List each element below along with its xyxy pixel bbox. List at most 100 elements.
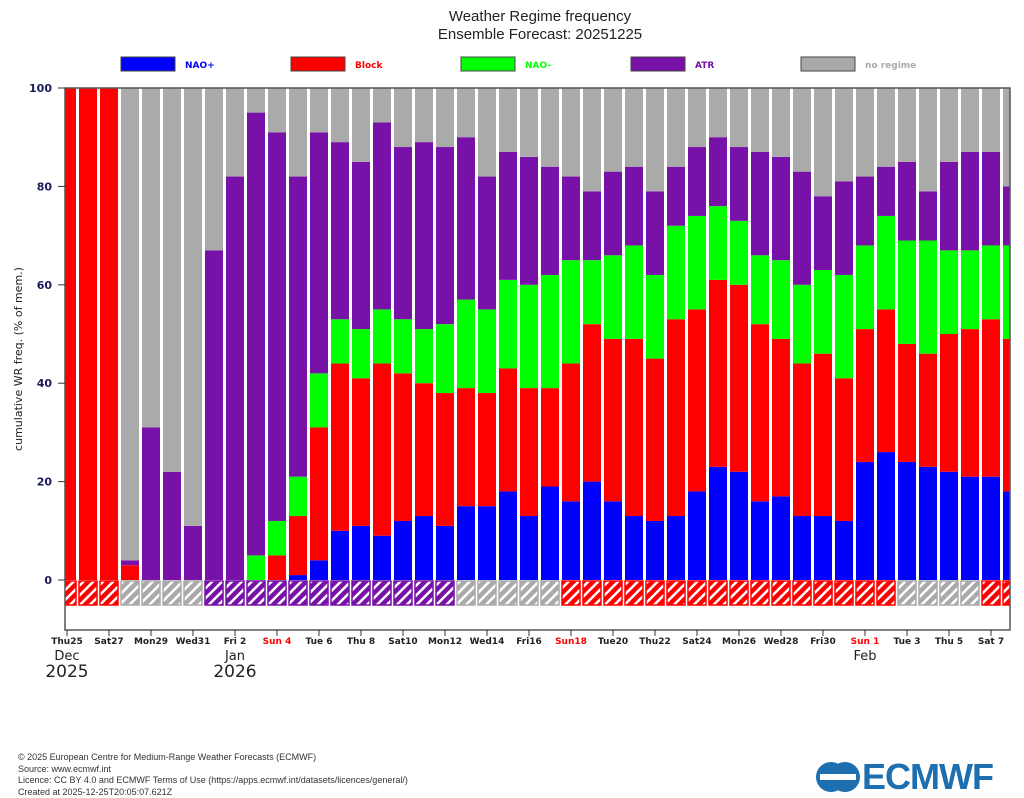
bar-segment-nao- [940,471,958,580]
bar-Jan30 [813,88,833,606]
x-tick-label: Thu22 [639,637,670,647]
bar-segment-nao- [583,260,601,325]
legend-swatch [290,56,346,72]
bar-segment-no-regime [730,88,748,148]
dominant-regime-marker [372,580,392,606]
bar-segment-no-regime [898,88,916,162]
bar-segment-atr [457,137,475,300]
bar-Feb6 [960,88,980,606]
dominant-regime-marker [603,580,623,606]
bar-Dec26 [78,88,98,606]
bar-segment-no-regime [856,88,874,177]
bar-segment-block [121,565,139,580]
bar-Dec31 [183,88,203,606]
dominant-regime-marker [645,580,665,606]
dominant-regime-marker [78,580,98,606]
bar-segment-block [667,319,685,517]
bar-segment-no-regime [982,88,1000,152]
bar-Jan21 [624,88,644,606]
bar-segment-no-regime [793,88,811,172]
bar-segment-no-regime [226,88,244,177]
bar-segment-atr [982,151,1000,246]
bar-segment-block [352,378,370,526]
legend-swatch [120,56,176,72]
dominant-regime-marker [708,580,728,606]
bar-segment-nao- [394,520,412,580]
bar-segment-nao- [688,215,706,310]
legend-item-nao-: NAO+ [120,56,215,72]
dominant-regime-marker [183,580,203,606]
bar-segment-block [730,284,748,472]
bar-segment-no-regime [1003,88,1010,187]
bar-segment-atr [541,166,559,275]
bar-segment-nao- [436,525,454,580]
bar-segment-nao- [835,520,853,580]
bar-segment-no-regime [184,88,202,526]
bar-segment-atr [331,142,349,320]
bar-segment-block [100,88,118,580]
bar-segment-nao- [751,255,769,325]
bar-Feb5 [939,88,959,606]
dominant-regime-marker [65,580,77,606]
bar-Jan29 [792,88,812,606]
bar-segment-nao- [1003,491,1010,580]
bar-Jan22 [645,88,665,606]
bar-segment-block [751,324,769,502]
bar-segment-nao- [856,245,874,330]
legend-item-atr: ATR [630,56,714,72]
bar-segment-block [65,88,76,580]
bar-segment-nao- [772,260,790,339]
bar-segment-nao- [940,250,958,334]
bar-segment-nao- [919,466,937,580]
bar-segment-nao- [961,250,979,330]
dominant-regime-marker [393,580,413,606]
bar-Jan14 [477,88,497,606]
y-tick-label: 40 [37,377,53,390]
bar-segment-atr [919,191,937,241]
dominant-regime-marker [225,580,245,606]
dominant-regime-marker [834,580,854,606]
x-month-label: Dec [54,649,79,664]
bar-segment-nao- [772,496,790,580]
dominant-regime-marker [414,580,434,606]
bar-segment-block [625,338,643,517]
bar-segment-atr [730,147,748,221]
bar-segment-nao- [310,560,328,580]
bar-segment-block [604,338,622,502]
bar-segment-no-regime [625,88,643,167]
dominant-regime-marker [330,580,350,606]
legend-item-nao-: NAO- [460,56,551,72]
bar-segment-no-regime [352,88,370,162]
bar-segment-nao- [352,525,370,580]
bar-segment-atr [604,171,622,256]
legend-item-no-regime: no regime [800,56,916,72]
bar-Feb8 [1002,88,1010,606]
x-tick-label: Fri 2 [224,637,247,647]
bar-segment-nao- [394,319,412,374]
dominant-regime-marker [351,580,371,606]
dominant-regime-marker [960,580,980,606]
footer-source: Source: www.ecmwf.int [18,763,112,774]
dominant-regime-marker [435,580,455,606]
bar-segment-no-regime [499,88,517,152]
bar-segment-nao- [310,373,328,428]
bar-segment-nao- [247,555,265,580]
bar-Jan9 [372,88,392,606]
bar-segment-nao- [814,516,832,580]
dominant-regime-marker [498,580,518,606]
bar-segment-block [478,393,496,507]
bar-Jan15 [498,88,518,606]
bar-segment-block [457,388,475,507]
bar-segment-no-regime [646,88,664,192]
bar-segment-nao- [877,215,895,310]
dominant-regime-marker [246,580,266,606]
ecmwf-logo: ECMWF [814,756,994,798]
x-tick-label: Tue 3 [893,637,920,647]
bar-segment-nao- [478,309,496,394]
bar-segment-nao- [1003,245,1010,339]
bar-segment-nao- [646,520,664,580]
x-tick-label: Thu 8 [347,637,375,647]
x-tick-label: Sun 1 [851,637,880,647]
dominant-regime-marker [309,580,329,606]
legend-label: NAO- [525,61,551,71]
